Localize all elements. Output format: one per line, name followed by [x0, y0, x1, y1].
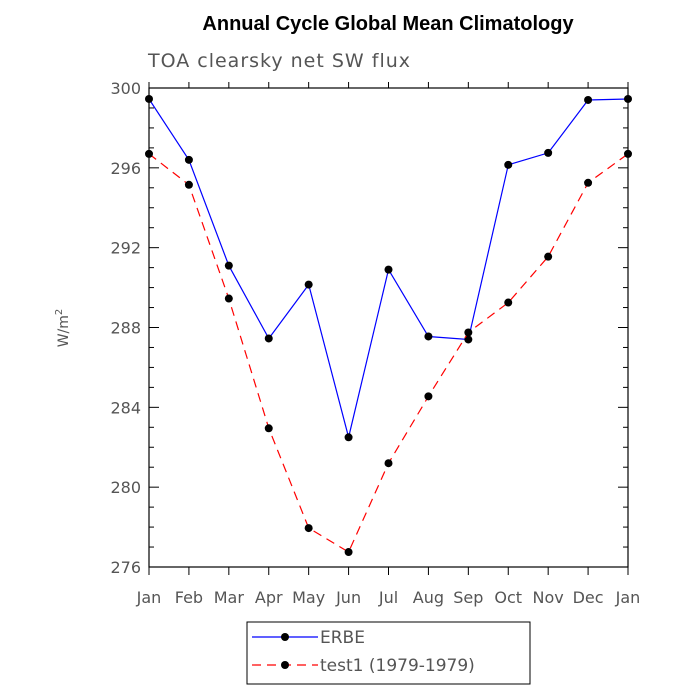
x-tick-label: Jul: [378, 588, 398, 607]
y-tick-label: 284: [110, 398, 141, 417]
data-point: [184, 155, 193, 164]
x-tick-label: May: [292, 588, 325, 607]
data-point: [424, 392, 433, 401]
data-point: [464, 328, 473, 337]
data-point: [344, 433, 353, 442]
x-tick-label: Apr: [255, 588, 283, 607]
y-axis-label: W/m2: [54, 309, 72, 348]
y-tick-label: 280: [110, 478, 141, 497]
data-point: [145, 94, 153, 103]
data-point: [504, 160, 513, 169]
data-point: [264, 334, 273, 343]
y-tick-label: 296: [110, 159, 141, 178]
x-tick-label: Aug: [413, 588, 444, 607]
x-tick-label: Jan: [136, 588, 162, 607]
data-point: [304, 280, 313, 289]
legend-label: test1 (1979-1979): [320, 656, 475, 676]
data-point: [264, 424, 273, 433]
series-2: [145, 149, 632, 557]
plot-border: [148, 87, 629, 568]
data-point: [624, 149, 632, 158]
y-axis-label-unit: W/m: [56, 315, 72, 347]
x-tick-label: Jun: [335, 588, 361, 607]
chart-title: Annual Cycle Global Mean Climatology: [202, 13, 574, 35]
legend-marker: [281, 661, 289, 669]
x-tick-label: Nov: [533, 588, 564, 607]
legend: ERBE test1 (1979-1979): [246, 621, 531, 685]
x-tick-label: Sep: [453, 588, 483, 607]
data-point: [224, 261, 233, 270]
x-tick-label: Mar: [214, 588, 245, 607]
y-tick-label: 300: [110, 79, 141, 98]
y-tick-label: 292: [110, 239, 141, 258]
data-point: [145, 149, 153, 158]
data-point: [584, 178, 593, 187]
y-axis-ticks: 276 280 284 288 292 296 300: [110, 79, 628, 577]
data-point: [424, 332, 433, 341]
minor-ticks: [149, 107, 628, 548]
x-tick-label: Dec: [573, 588, 604, 607]
data-point: [584, 95, 593, 104]
legend-marker: [281, 633, 289, 641]
series-line: [148, 153, 629, 553]
x-tick-label: Jan: [615, 588, 641, 607]
y-tick-label: 288: [110, 319, 141, 338]
legend-label: ERBE: [320, 628, 365, 648]
chart-subtitle: TOA clearsky net SW flux: [147, 50, 411, 72]
data-point: [544, 148, 553, 157]
data-point: [344, 548, 353, 557]
series-layer: [145, 94, 632, 557]
data-point: [384, 265, 393, 274]
data-point: [504, 298, 513, 307]
x-tick-label: Oct: [494, 588, 522, 607]
data-point: [544, 252, 553, 261]
data-point: [224, 294, 233, 303]
y-axis-label-exponent: 2: [54, 309, 65, 315]
data-point: [464, 335, 473, 344]
x-axis-ticks: Jan Feb Mar Apr May Jun Jul Aug Sep Oct Nov Dec Jan: [136, 82, 641, 607]
data-point: [184, 180, 193, 189]
data-point: [304, 524, 313, 533]
x-tick-label: Feb: [175, 588, 203, 607]
series-1: [145, 94, 632, 442]
y-tick-label: 276: [110, 558, 141, 577]
data-point: [624, 94, 632, 103]
legend-box: [246, 621, 531, 685]
data-point: [384, 459, 393, 468]
plot-frame: [148, 87, 629, 568]
